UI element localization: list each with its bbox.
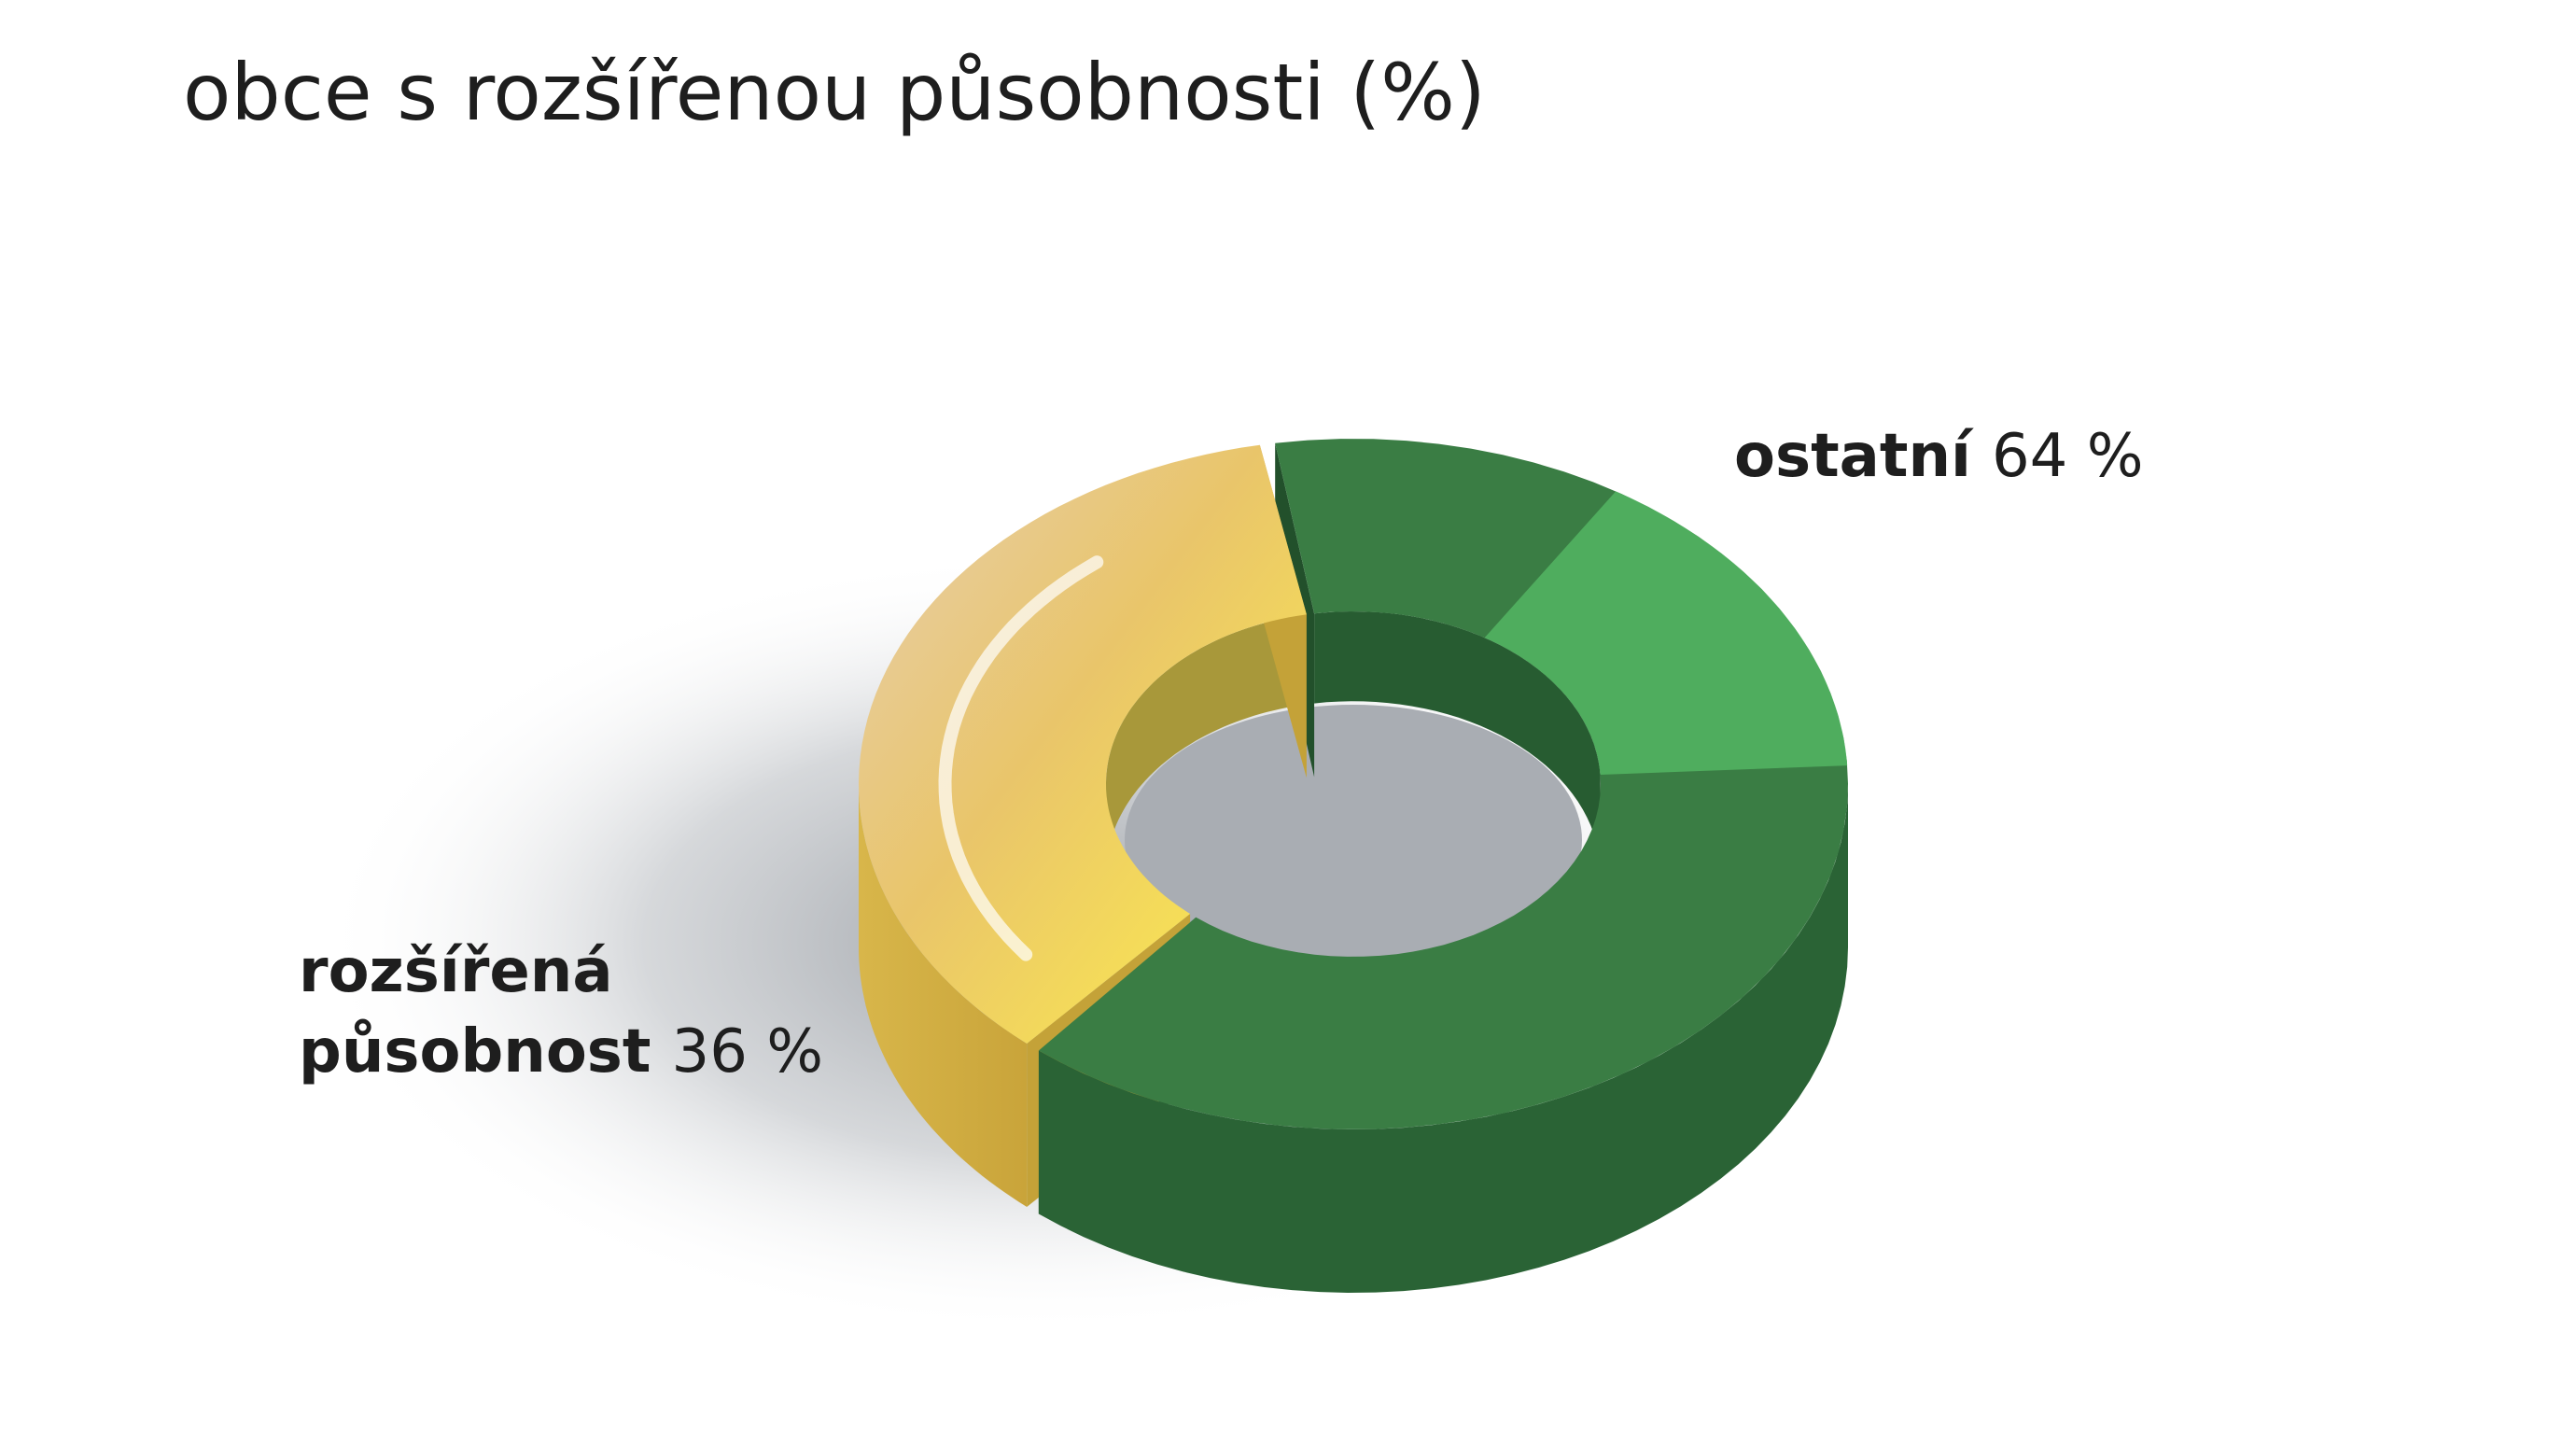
chart-title: obce s rozšířenou působnosti (%) (183, 47, 1486, 138)
label-ostatni-name: ostatní (1734, 422, 1974, 491)
label-rozsirena-line1: rozšířená (299, 937, 613, 1006)
donut-layer (859, 439, 1848, 1293)
slice-1-outer-wall (859, 784, 1028, 1207)
slice-1-inner-wall (1106, 614, 1307, 872)
slice-1-gloss (938, 555, 1104, 961)
slice-0-outer-wall (1038, 784, 1848, 1293)
labels-layer: ostatní 64 % rozšířená působnost 36 % (299, 422, 2144, 1087)
label-rozsirena-line2: působnost (299, 1017, 651, 1087)
label-rozsirena-value: 36 % (671, 1017, 823, 1087)
slice-0-inner-wall (1314, 611, 1601, 868)
label-ostatni-value: 64 % (1992, 422, 2144, 491)
slice-0-highlight (1484, 491, 1848, 775)
donut-hole (1125, 705, 1582, 975)
